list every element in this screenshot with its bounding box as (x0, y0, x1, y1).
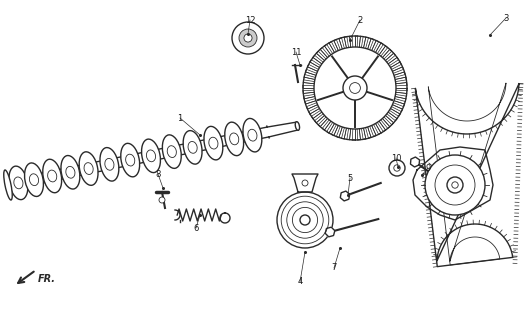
Text: 11: 11 (291, 47, 301, 57)
Circle shape (349, 83, 361, 93)
Ellipse shape (66, 166, 75, 178)
Circle shape (343, 76, 367, 100)
Ellipse shape (121, 143, 140, 177)
Ellipse shape (105, 158, 114, 170)
Polygon shape (325, 227, 335, 237)
Text: 2: 2 (357, 15, 363, 25)
Text: 9: 9 (425, 164, 431, 172)
Circle shape (425, 155, 485, 215)
Ellipse shape (243, 118, 262, 152)
Circle shape (394, 165, 400, 171)
Circle shape (232, 22, 264, 54)
Ellipse shape (79, 152, 98, 185)
Circle shape (277, 192, 333, 248)
Ellipse shape (9, 166, 28, 200)
Circle shape (244, 34, 252, 42)
Circle shape (435, 165, 475, 205)
Text: 7: 7 (331, 263, 337, 273)
Ellipse shape (100, 148, 119, 181)
Ellipse shape (14, 177, 23, 189)
Text: 4: 4 (297, 277, 303, 286)
Circle shape (389, 160, 405, 176)
Ellipse shape (4, 170, 12, 200)
Text: 8: 8 (155, 170, 161, 179)
Polygon shape (340, 191, 350, 201)
Ellipse shape (29, 174, 39, 186)
Ellipse shape (209, 137, 218, 149)
Ellipse shape (183, 131, 202, 164)
Ellipse shape (225, 122, 244, 156)
Ellipse shape (126, 154, 135, 166)
Ellipse shape (188, 141, 197, 153)
Ellipse shape (84, 163, 93, 174)
Text: 6: 6 (193, 223, 199, 233)
Ellipse shape (229, 133, 239, 145)
Text: 5: 5 (347, 173, 353, 182)
Text: 12: 12 (245, 15, 255, 25)
Ellipse shape (147, 150, 156, 162)
Circle shape (239, 29, 257, 47)
Circle shape (314, 47, 396, 129)
Text: FR.: FR. (38, 274, 56, 284)
Circle shape (452, 182, 458, 188)
Ellipse shape (295, 122, 299, 130)
Ellipse shape (142, 139, 160, 172)
Ellipse shape (61, 156, 80, 189)
Ellipse shape (248, 129, 257, 141)
Text: 10: 10 (391, 154, 401, 163)
Text: 1: 1 (177, 114, 183, 123)
Polygon shape (410, 157, 419, 167)
Circle shape (302, 180, 308, 186)
Ellipse shape (167, 146, 176, 157)
Ellipse shape (43, 159, 62, 193)
Ellipse shape (48, 170, 57, 182)
Circle shape (303, 36, 407, 140)
Ellipse shape (204, 126, 223, 160)
Circle shape (159, 197, 165, 203)
Circle shape (300, 215, 310, 225)
Ellipse shape (162, 135, 181, 168)
Ellipse shape (24, 163, 44, 196)
Circle shape (447, 177, 463, 193)
Text: 3: 3 (503, 13, 509, 22)
